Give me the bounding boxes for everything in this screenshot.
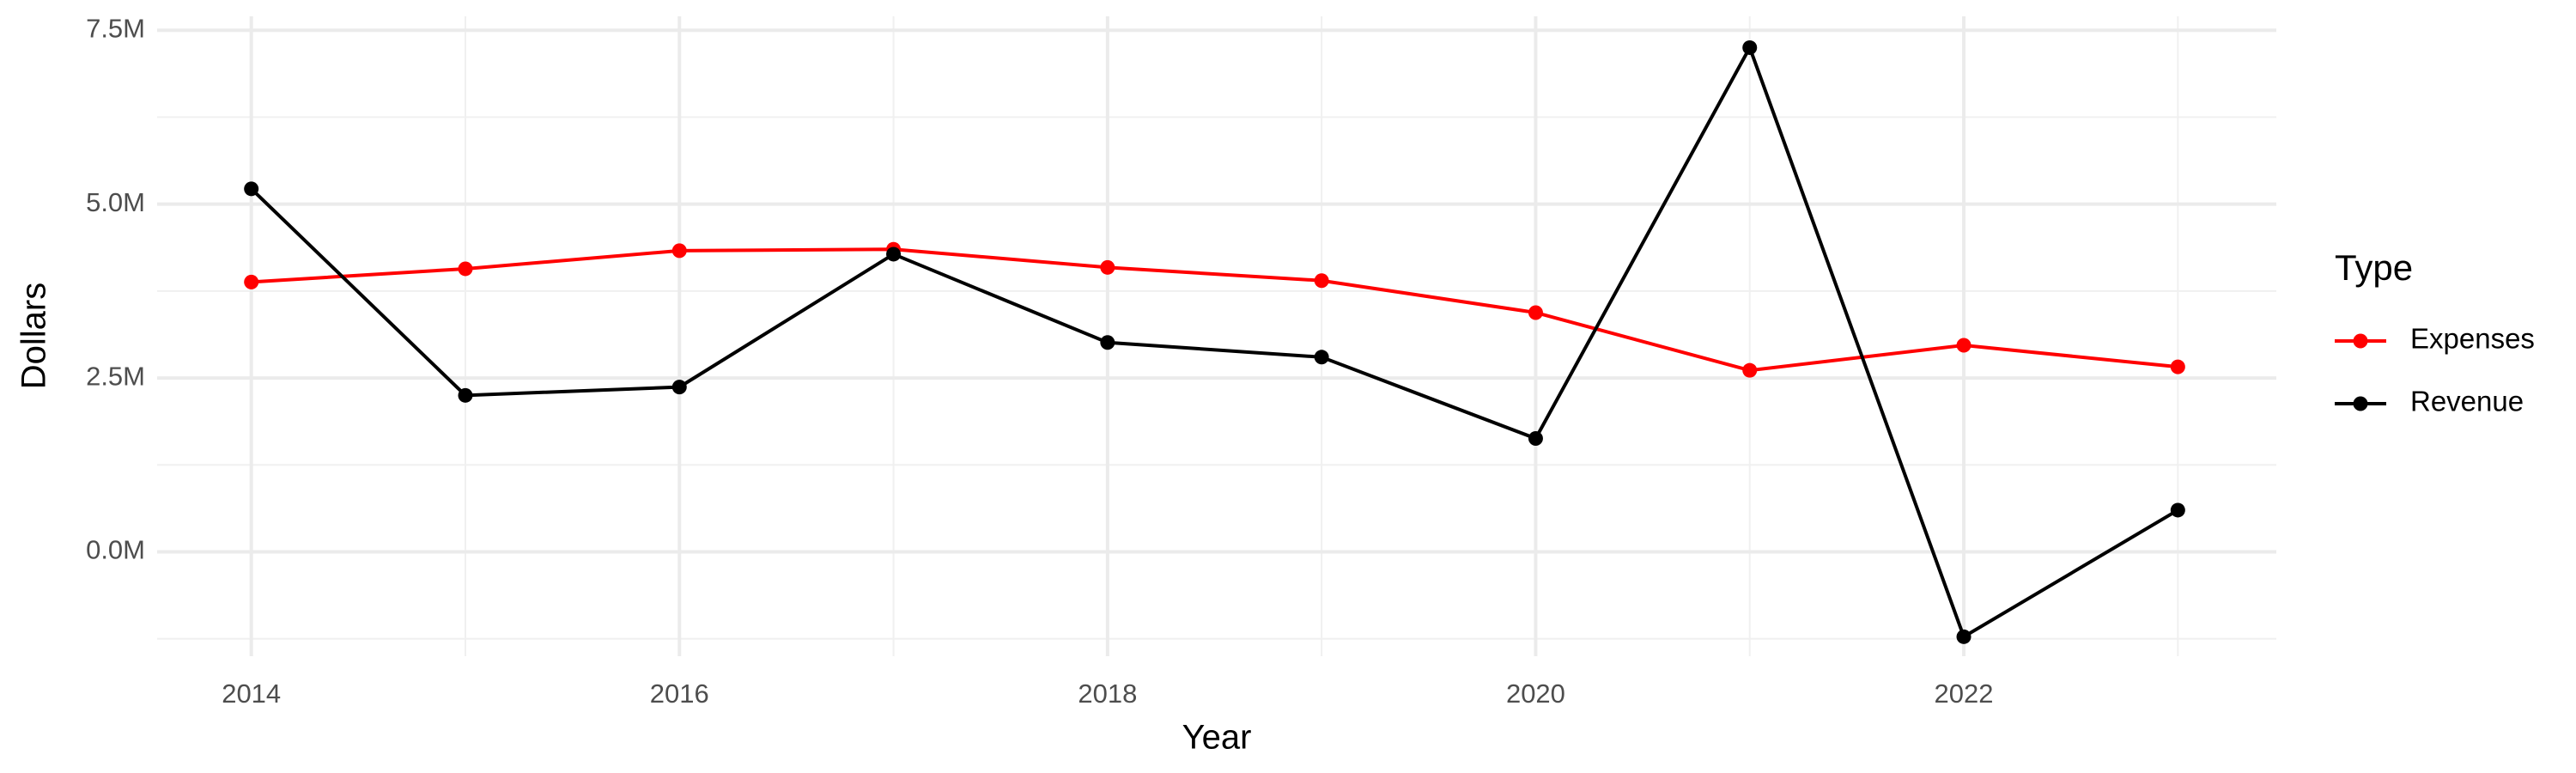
y-tick-label: 7.5M (86, 13, 145, 43)
data-point (244, 274, 259, 289)
data-point (458, 387, 473, 403)
data-point (1528, 305, 1543, 320)
data-point (671, 380, 687, 395)
data-point (1314, 273, 1329, 289)
y-axis-title: Dollars (15, 283, 53, 389)
data-point (458, 261, 473, 277)
data-point (1100, 259, 1115, 275)
y-tick-label: 0.0M (86, 535, 145, 565)
data-point (1528, 431, 1543, 447)
data-point (244, 181, 259, 197)
x-tick-label: 2022 (1935, 679, 1994, 709)
data-point (1742, 40, 1758, 55)
data-point (2170, 359, 2185, 374)
x-tick-label: 2018 (1078, 679, 1137, 709)
x-tick-label: 2014 (222, 679, 281, 709)
x-tick-label: 2016 (650, 679, 709, 709)
legend-marker (2353, 396, 2368, 411)
data-point (2170, 502, 2185, 518)
data-point (1742, 362, 1758, 378)
data-point (1100, 335, 1115, 350)
legend-title: Type (2335, 247, 2413, 288)
data-point (1956, 629, 1971, 644)
series-line (250, 43, 2179, 640)
x-axis-title: Year (1182, 719, 1252, 757)
data-point (1956, 338, 1971, 353)
series-line (251, 247, 2178, 373)
legend-label: Expenses (2410, 323, 2535, 355)
data-point (1314, 350, 1329, 365)
legend-label: Revenue (2410, 386, 2524, 417)
data-point (886, 247, 902, 262)
x-tick-label: 2020 (1506, 679, 1565, 709)
legend-marker (2353, 333, 2368, 349)
data-point (671, 243, 687, 259)
y-tick-label: 5.0M (86, 187, 145, 217)
grid (157, 16, 2276, 656)
y-tick-label: 2.5M (86, 361, 145, 391)
